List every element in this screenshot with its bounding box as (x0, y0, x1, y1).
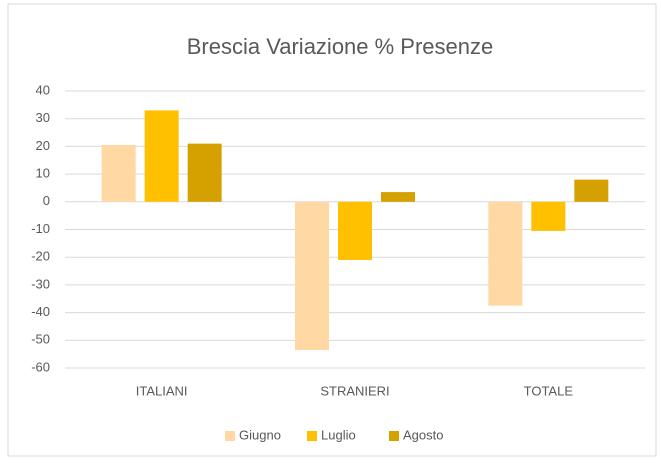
y-tick-label: 10 (36, 166, 50, 181)
bar (531, 201, 566, 231)
legend-swatch (307, 431, 317, 441)
y-tick-label: -60 (31, 359, 50, 374)
bar (574, 179, 609, 202)
chart-title: Brescia Variazione % Presenze (187, 34, 494, 59)
x-tick-label: STRANIERI (320, 383, 389, 398)
x-tick-label: TOTALE (524, 383, 574, 398)
y-tick-label: -30 (31, 276, 50, 291)
legend-swatch (225, 431, 235, 441)
legend-label: Agosto (403, 427, 443, 442)
legend-swatch (389, 431, 399, 441)
x-tick-label: ITALIANI (136, 383, 188, 398)
y-tick-label: -10 (31, 221, 50, 236)
bar (101, 145, 136, 202)
bar (338, 201, 372, 260)
y-tick-label: 0 (43, 193, 50, 208)
bar (295, 201, 329, 350)
y-tick-label: 20 (36, 138, 50, 153)
y-tick-label: -20 (31, 249, 50, 264)
legend-label: Giugno (239, 427, 281, 442)
bar (488, 201, 523, 306)
bar (144, 110, 179, 202)
y-tick-label: 30 (36, 110, 50, 125)
bar (187, 143, 222, 202)
y-tick-label: -50 (31, 332, 50, 347)
bar (381, 192, 415, 202)
legend-label: Luglio (321, 427, 356, 442)
y-tick-label: 40 (36, 82, 50, 97)
y-tick-label: -40 (31, 304, 50, 319)
